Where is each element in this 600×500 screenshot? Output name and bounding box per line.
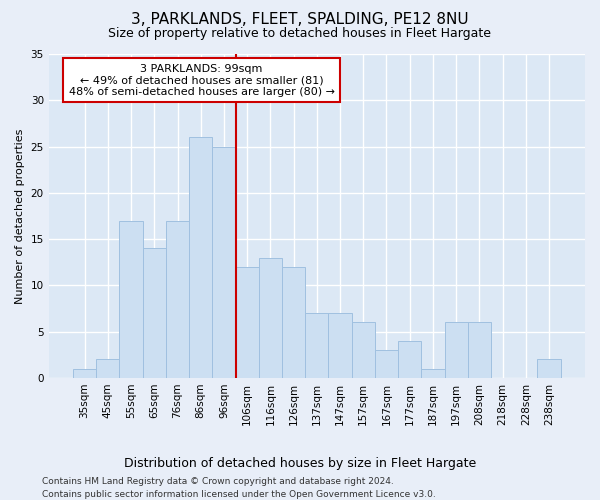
Bar	[445, 322, 468, 378]
Y-axis label: Number of detached properties: Number of detached properties	[15, 128, 25, 304]
Text: Size of property relative to detached houses in Fleet Hargate: Size of property relative to detached ho…	[109, 28, 491, 40]
Bar	[212, 146, 236, 378]
Text: 3 PARKLANDS: 99sqm
← 49% of detached houses are smaller (81)
48% of semi-detache: 3 PARKLANDS: 99sqm ← 49% of detached hou…	[68, 64, 335, 97]
Bar	[259, 258, 282, 378]
Text: Contains public sector information licensed under the Open Government Licence v3: Contains public sector information licen…	[42, 490, 436, 499]
Bar	[468, 322, 491, 378]
Bar	[305, 313, 328, 378]
Bar	[166, 220, 189, 378]
Bar	[352, 322, 375, 378]
Bar	[375, 350, 398, 378]
Bar	[538, 360, 560, 378]
Bar	[328, 313, 352, 378]
Bar	[143, 248, 166, 378]
Bar	[236, 267, 259, 378]
Bar	[96, 360, 119, 378]
Bar	[119, 220, 143, 378]
Bar	[398, 341, 421, 378]
Text: 3, PARKLANDS, FLEET, SPALDING, PE12 8NU: 3, PARKLANDS, FLEET, SPALDING, PE12 8NU	[131, 12, 469, 28]
Bar	[282, 267, 305, 378]
Bar	[73, 369, 96, 378]
Text: Distribution of detached houses by size in Fleet Hargate: Distribution of detached houses by size …	[124, 458, 476, 470]
Bar	[421, 369, 445, 378]
Bar	[189, 138, 212, 378]
Text: Contains HM Land Registry data © Crown copyright and database right 2024.: Contains HM Land Registry data © Crown c…	[42, 478, 394, 486]
